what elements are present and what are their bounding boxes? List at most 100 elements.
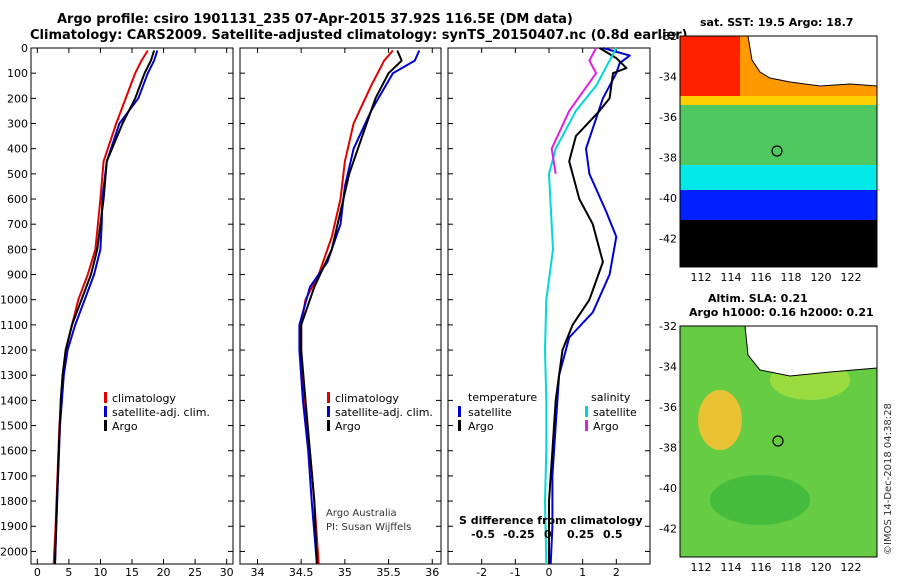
series-argo (300, 50, 403, 565)
legend-targo-swatch (458, 420, 461, 431)
sst-map-lat-label: -36 (659, 111, 677, 124)
y-tick-label: 500 (7, 168, 28, 181)
sst-map-lon-label: 120 (811, 271, 832, 284)
sla-map-lat-label: -40 (659, 482, 677, 495)
sst-map: sat. SST: 19.5 Argo: 18.7 (679, 16, 878, 268)
panel-2-frame (239, 47, 442, 565)
sla-float-location (772, 435, 784, 447)
axes-layer: 0100200300400500600700800900100011001200… (0, 30, 862, 580)
y-tick-label: 200 (7, 92, 28, 105)
y-tick-label: 100 (7, 67, 28, 80)
sst-map-lon-label: 112 (691, 271, 712, 284)
y-tick-label: 900 (7, 269, 28, 282)
legend-temp-title: temperature (468, 391, 537, 404)
legend-ssat-label: satellite (593, 406, 637, 419)
x-tick-label: 25 (188, 566, 202, 579)
y-tick-label: 1700 (0, 470, 28, 483)
legend-sal-title: salinity (591, 391, 631, 404)
series-t-argo (548, 47, 628, 564)
legend-difference-panel: temperature satellite Argo salinity sate… (458, 391, 643, 541)
sla-map-lon-label: 116 (751, 561, 772, 574)
legend-ssat-swatch (585, 406, 588, 417)
x-tick-label: 15 (125, 566, 139, 579)
series-argo (54, 50, 156, 565)
legend-sat-label: satellite-adj. clim. (112, 406, 210, 419)
x-tick-label: 10 (93, 566, 107, 579)
sst-map-lon-label: 122 (841, 271, 862, 284)
sla-map-lon-label: 122 (841, 561, 862, 574)
legend-clim-swatch (104, 392, 107, 403)
series-t-satellite (549, 47, 631, 565)
legend-sat-swatch (104, 406, 107, 417)
x-tick-label: 1 (579, 566, 586, 579)
y-tick-label: 1500 (0, 420, 28, 433)
sst-map-lat-label: -34 (659, 71, 677, 84)
legend-tsat-swatch (458, 406, 461, 417)
sst-warm-region (680, 36, 740, 96)
sla-map-lon-label: 112 (691, 561, 712, 574)
x-tick-label: -1 (510, 566, 521, 579)
x-tick-label: 34 (250, 566, 264, 579)
legend2-argo-swatch (327, 420, 330, 431)
sla-map-border (679, 325, 878, 558)
y-tick-label: 600 (7, 193, 28, 206)
y-tick-label: 0 (21, 42, 28, 55)
y-tick-label: 1800 (0, 495, 28, 508)
y-tick-label: 1600 (0, 445, 28, 458)
y-tick-label: 700 (7, 218, 28, 231)
legend2-clim-swatch (327, 392, 330, 403)
series-satellite-adj-clim (54, 50, 159, 565)
y-tick-label: 300 (7, 118, 28, 131)
y-tick-label: 400 (7, 143, 28, 156)
y-tick-label: 1100 (0, 319, 28, 332)
sst-map-lat-label: -38 (659, 152, 677, 165)
sst-map-lat-label: -42 (659, 233, 677, 246)
legend2-argo-label: Argo (335, 420, 361, 433)
x-tick-label: 35 (338, 566, 352, 579)
credit-pi: PI: Susan Wijffels (326, 522, 411, 533)
sla-map-title-1: Altim. SLA: 0.21 (708, 292, 808, 305)
sst-map-lon-label: 116 (751, 271, 772, 284)
legend2-sat-label: satellite-adj. clim. (335, 406, 433, 419)
series-s-argo (550, 47, 598, 175)
y-tick-label: 2000 (0, 545, 28, 558)
sla-map-title-2: Argo h1000: 0.16 h2000: 0.21 (689, 306, 874, 319)
sla-map-lon-label: 118 (781, 561, 802, 574)
legend-temperature-panel: climatology satellite-adj. clim. Argo (104, 392, 210, 433)
sla-anomaly-low (710, 475, 810, 525)
x-axis-label: temperature (deg C) (68, 578, 195, 580)
x-tick-label: 30 (220, 566, 234, 579)
series-satellite-adj-clim (298, 50, 421, 565)
series-s-satellite (544, 47, 618, 565)
legend-sargo-swatch (585, 420, 588, 431)
s-tick-5: 0.5 (603, 528, 623, 541)
series-climatology (52, 49, 149, 565)
sst-map-lon-label: 118 (781, 271, 802, 284)
legend2-clim-label: climatology (335, 392, 399, 405)
sla-map-lat-label: -34 (659, 361, 677, 374)
sla-map-lon-label: 120 (811, 561, 832, 574)
legend-targo-label: Argo (468, 420, 494, 433)
x-axis-label: T difference from climatology (457, 578, 640, 580)
legend-argo-swatch (104, 420, 107, 431)
sla-map-lat-label: -38 (659, 442, 677, 455)
legend-sargo-label: Argo (593, 420, 619, 433)
legend-tsat-label: satellite (468, 406, 512, 419)
s-tick-1: -0.5 (471, 528, 495, 541)
credit-imos: ©IMOS 14-Dec-2018 04:38:28 (883, 403, 894, 555)
x-tick-label: 35.5 (376, 566, 401, 579)
sla-map-lat-label: -42 (659, 523, 677, 536)
x-tick-label: 0 (34, 566, 41, 579)
legend-salinity-panel: climatology satellite-adj. clim. Argo Ar… (326, 392, 433, 533)
sst-map-lat-label: -32 (659, 30, 677, 43)
credit-argo: Argo Australia (326, 508, 397, 519)
series-climatology (300, 49, 394, 565)
sst-map-lon-label: 114 (721, 271, 742, 284)
x-tick-label: 36 (425, 566, 439, 579)
sla-map-lon-label: 114 (721, 561, 742, 574)
s-tick-2: -0.25 (503, 528, 535, 541)
sla-land-australia (744, 325, 878, 377)
legend-argo-label: Argo (112, 420, 138, 433)
x-tick-label: -2 (476, 566, 487, 579)
